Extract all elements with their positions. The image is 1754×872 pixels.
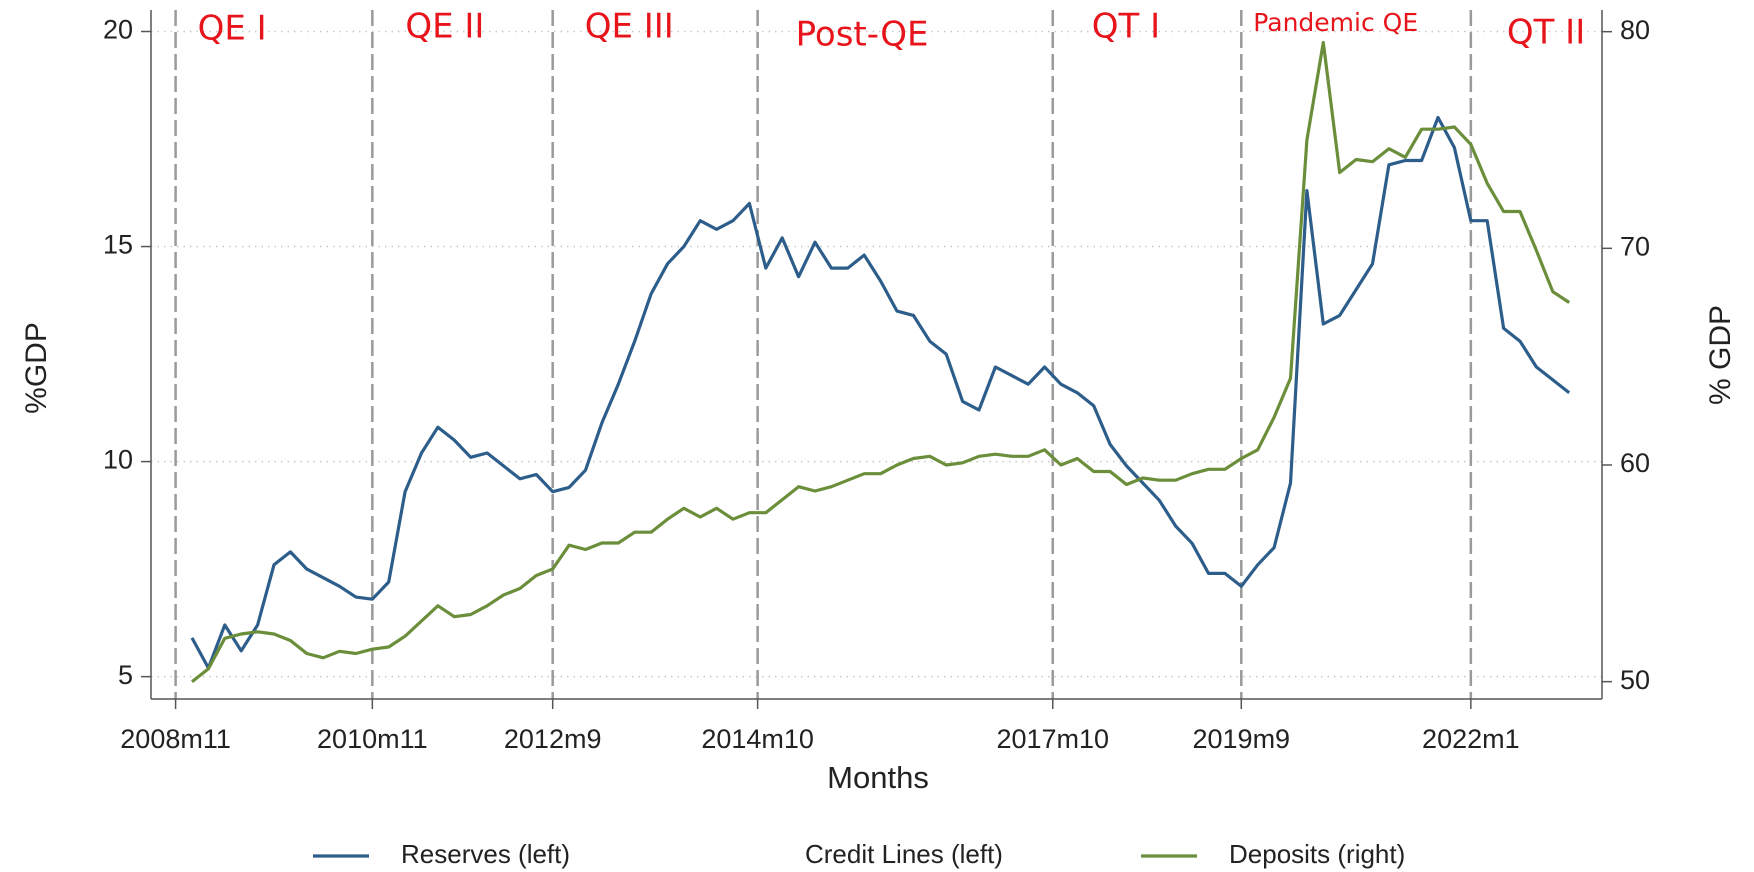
period-label: QT I — [1092, 7, 1160, 47]
series-line — [190, 115, 1571, 670]
x-tick-label: 2019m9 — [1193, 724, 1291, 754]
period-label: Post-QE — [796, 15, 929, 55]
y2-tick-label: 50 — [1620, 665, 1650, 695]
y2-tick-label: 80 — [1620, 15, 1650, 45]
legend-label: Credit Lines (left) — [805, 839, 1003, 869]
y-tick-label: 15 — [103, 230, 133, 260]
x-axis-title: Months — [827, 760, 929, 795]
period-label: QT II — [1507, 13, 1585, 53]
x-tick-label: 2017m10 — [996, 724, 1109, 754]
x-tick-label: 2008m11 — [120, 724, 231, 754]
period-label: QE I — [198, 9, 267, 49]
y-tick-label: 5 — [118, 660, 133, 690]
y2-tick-label: 70 — [1620, 231, 1650, 261]
x-tick-label: 2014m10 — [701, 724, 814, 754]
y2-axis-title: % GDP — [1704, 305, 1737, 405]
period-label: QE III — [585, 7, 674, 47]
legend-label: Deposits (right) — [1229, 839, 1405, 869]
period-label: Pandemic QE — [1253, 8, 1418, 37]
y-tick-label: 10 — [103, 445, 133, 475]
series-line — [191, 40, 1571, 683]
x-tick-label: 2012m9 — [504, 724, 602, 754]
y-axis-title: %GDP — [20, 322, 53, 414]
x-tick-label: 2022m1 — [1422, 724, 1520, 754]
y-tick-label: 20 — [103, 15, 133, 45]
period-label: QE II — [405, 7, 484, 47]
x-tick-label: 2010m11 — [317, 724, 428, 754]
legend-label: Reserves (left) — [401, 839, 570, 869]
y2-tick-label: 60 — [1620, 448, 1650, 478]
